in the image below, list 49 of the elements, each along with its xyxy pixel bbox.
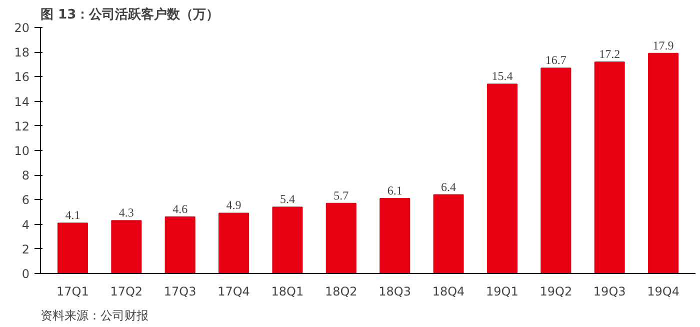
chart-title: 图 13：公司活跃客户数（万） xyxy=(40,6,220,22)
x-tick-label: 19Q1 xyxy=(486,284,518,298)
y-tick-label: 4 xyxy=(22,218,30,232)
bar xyxy=(433,194,464,274)
x-tick-label: 18Q1 xyxy=(271,284,304,298)
y-tick-label: 2 xyxy=(22,242,30,256)
x-tick-label: 18Q3 xyxy=(378,284,412,298)
y-tick-label: 18 xyxy=(14,46,30,60)
data-label: 4.3 xyxy=(118,206,134,220)
y-tick-label: 12 xyxy=(14,119,30,134)
y-tick-label: 16 xyxy=(14,70,30,84)
bar xyxy=(164,216,196,274)
bar xyxy=(218,212,250,274)
y-tick-label: 8 xyxy=(22,168,30,183)
bar xyxy=(486,84,518,274)
data-label: 17.2 xyxy=(599,46,620,61)
data-label: 17.9 xyxy=(652,38,674,52)
y-tick-label: 10 xyxy=(14,144,30,158)
data-label: 4.9 xyxy=(226,198,242,212)
x-tick-label: 17Q4 xyxy=(218,284,250,298)
y-tick-label: 14 xyxy=(14,94,30,109)
data-label: 5.4 xyxy=(280,192,295,206)
data-label: 4.1 xyxy=(65,208,80,222)
bar xyxy=(326,202,356,274)
data-label: 5.7 xyxy=(334,188,349,202)
bar xyxy=(57,222,88,274)
bar xyxy=(380,198,410,274)
y-tick-label: 6 xyxy=(22,193,30,208)
text: 资料来源：公司财报 xyxy=(40,308,148,322)
data-label: 16.7 xyxy=(545,53,566,68)
x-tick-label: 18Q4 xyxy=(432,284,465,298)
x-tick-label: 19Q4 xyxy=(647,284,680,298)
bar xyxy=(111,220,142,274)
y-tick-label: 20 xyxy=(14,21,30,35)
x-tick-label: 17Q1 xyxy=(56,284,89,298)
data-label: 6.1 xyxy=(387,183,402,198)
y-tick-label: 0 xyxy=(22,267,30,281)
bar xyxy=(272,206,303,274)
bar xyxy=(540,68,572,274)
bar xyxy=(648,52,679,274)
x-tick-label: 17Q3 xyxy=(164,284,196,298)
x-tick-label: 18Q2 xyxy=(324,284,358,298)
x-tick-label: 19Q3 xyxy=(593,284,626,298)
data-label: 15.4 xyxy=(492,69,513,84)
data-label: 6.4 xyxy=(441,180,456,194)
x-tick-label: 19Q2 xyxy=(540,284,572,298)
data-label: 4.6 xyxy=(172,202,188,216)
x-tick-label: 17Q2 xyxy=(110,284,143,298)
bar xyxy=(594,61,625,274)
